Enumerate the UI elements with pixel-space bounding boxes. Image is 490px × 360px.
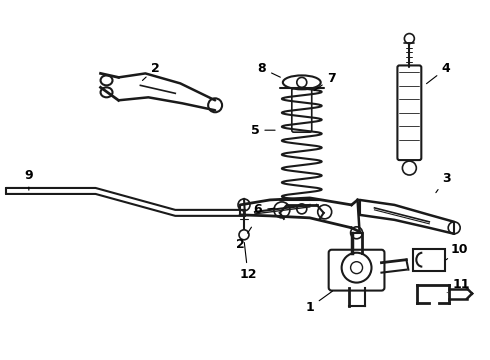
FancyBboxPatch shape [414,249,445,271]
Text: 5: 5 [250,124,275,137]
Text: 1: 1 [305,291,332,314]
Text: 2: 2 [236,227,251,251]
Text: 12: 12 [239,243,257,281]
Text: 6: 6 [254,203,275,216]
Text: 9: 9 [24,168,33,190]
Text: 4: 4 [426,62,451,84]
Text: 10: 10 [446,243,468,260]
Text: 8: 8 [258,62,280,77]
Text: 11: 11 [447,278,470,293]
FancyBboxPatch shape [292,88,312,132]
FancyBboxPatch shape [329,250,385,291]
Text: 2: 2 [143,62,160,81]
Text: 7: 7 [314,72,336,91]
Text: 3: 3 [436,171,450,193]
Ellipse shape [283,75,321,89]
